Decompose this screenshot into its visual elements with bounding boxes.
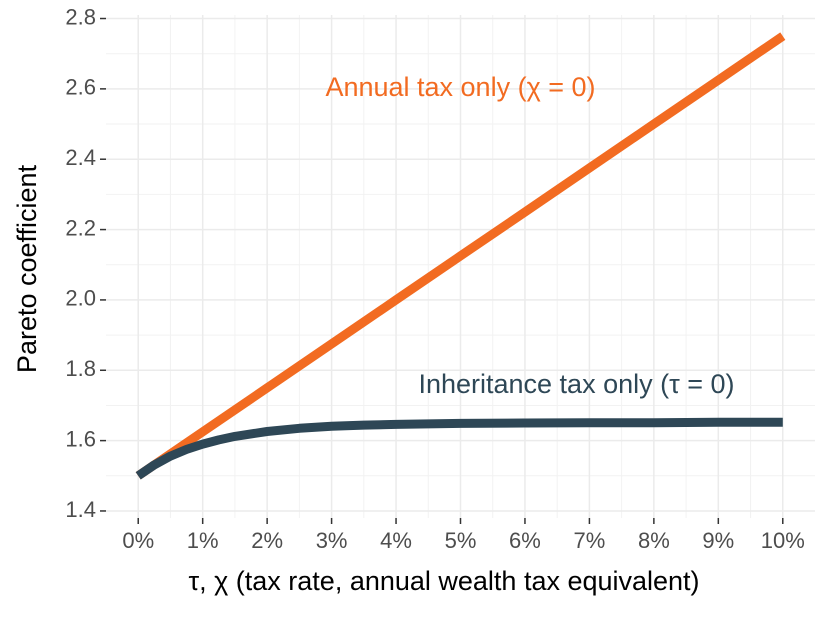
annotation-label-1: Annual tax only (χ = 0) (325, 72, 595, 102)
x-axis-title: τ, χ (tax rate, annual wealth tax equiva… (188, 566, 699, 596)
y-tick-label: 2.0 (65, 286, 96, 311)
x-tick-label: 4% (380, 528, 412, 553)
x-tick-label: 2% (251, 528, 283, 553)
x-tick-label: 7% (574, 528, 606, 553)
y-axis-title: Pareto coefficient (12, 164, 42, 373)
y-tick-label: 1.4 (65, 497, 96, 522)
series-line-2 (135, 417, 783, 480)
x-tick-label: 0% (122, 528, 154, 553)
series-line-1 (135, 32, 786, 480)
x-tick-label: 8% (638, 528, 670, 553)
x-tick-label: 5% (445, 528, 477, 553)
y-tick-label: 2.4 (65, 145, 96, 170)
y-tick-label: 2.8 (65, 4, 96, 29)
annotation-layer: Annual tax only (χ = 0) Inheritance tax o… (325, 72, 734, 399)
y-tick-label: 2.6 (65, 75, 96, 100)
annotation-label-2: Inheritance tax only (τ = 0) (418, 369, 734, 399)
x-tick-label: 10% (761, 528, 805, 553)
y-tick-label: 1.6 (65, 426, 96, 451)
major-grid (106, 15, 815, 518)
y-tick-label: 2.2 (65, 215, 96, 240)
x-tick-label: 1% (187, 528, 219, 553)
x-axis: 0% 1% 2% 3% 4% 5% 6% 7% 8% 9% 10% (122, 518, 805, 553)
series-layer (135, 32, 786, 480)
x-tick-label: 3% (316, 528, 348, 553)
y-tick-label: 1.8 (65, 356, 96, 381)
y-axis: 1.4 1.6 1.8 2.0 2.2 2.4 2.6 2.8 (65, 4, 106, 522)
x-tick-label: 9% (702, 528, 734, 553)
x-tick-label: 6% (509, 528, 541, 553)
